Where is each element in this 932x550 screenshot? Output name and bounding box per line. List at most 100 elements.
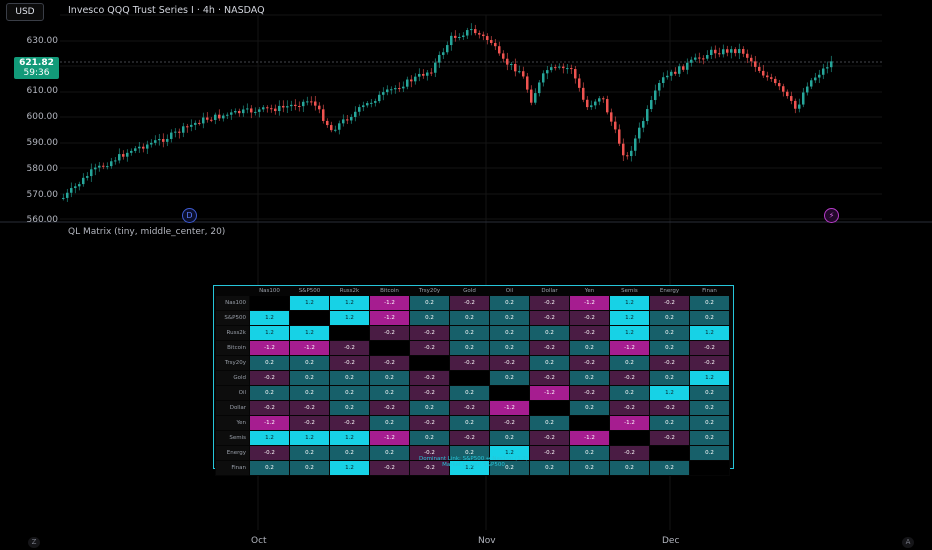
matrix-column-header: Gold xyxy=(463,288,476,294)
candle-body xyxy=(278,105,281,112)
matrix-row-header: Dollar xyxy=(215,400,250,416)
matrix-cell: -0.2 xyxy=(569,325,610,341)
matrix-row: Bitcoin -1.2 -1.2 -0.2 -0.2 0.2 0.2 -0.2 0.2 -1.2… xyxy=(215,340,730,356)
candle-body xyxy=(94,167,97,170)
candle-body xyxy=(382,92,385,95)
candle-body xyxy=(178,131,181,133)
candle-body xyxy=(570,68,573,70)
candle-body xyxy=(90,169,93,177)
candle-body xyxy=(518,71,521,73)
matrix-cell: 0.2 xyxy=(449,415,490,431)
matrix-cell: -0.2 xyxy=(489,415,530,431)
matrix-cell: -0.2 xyxy=(649,355,690,371)
candle-body xyxy=(146,144,149,149)
candle-body xyxy=(78,184,81,187)
matrix-row-header: Nas100 xyxy=(215,295,250,311)
matrix-cell: 0.2 xyxy=(489,295,530,311)
matrix-cell: 0.2 xyxy=(649,325,690,341)
candle-body xyxy=(474,29,477,34)
matrix-cell: -0.2 xyxy=(249,400,290,416)
candle-body xyxy=(558,66,561,68)
matrix-cell: 0.2 xyxy=(609,460,650,476)
time-label: Nov xyxy=(478,536,496,546)
matrix-cell: -1.2 xyxy=(249,415,290,431)
matrix-cell: 0.2 xyxy=(529,355,570,371)
candle-body xyxy=(378,94,381,102)
matrix-cell: -0.2 xyxy=(449,355,490,371)
candle-body xyxy=(198,122,201,124)
matrix-cell: 0.2 xyxy=(289,355,330,371)
matrix-cell xyxy=(289,310,330,326)
candle-body xyxy=(802,92,805,105)
candle-body xyxy=(202,117,205,124)
matrix-cell: -0.2 xyxy=(609,400,650,416)
matrix-cell: -1.2 xyxy=(369,310,410,326)
candle-body xyxy=(406,79,409,87)
matrix-cell: -0.2 xyxy=(369,355,410,371)
matrix-cell: 1.2 xyxy=(609,310,650,326)
candle-body xyxy=(350,116,353,121)
candle-body xyxy=(498,46,501,54)
matrix-cell: 1.2 xyxy=(289,325,330,341)
candle-body xyxy=(722,49,725,55)
candle-body xyxy=(334,129,337,131)
matrix-cell: 0.2 xyxy=(289,385,330,401)
indicator-label[interactable]: QL Matrix (tiny, middle_center, 20) xyxy=(68,227,226,237)
candle-body xyxy=(298,105,301,107)
earnings-marker[interactable]: ⚡ xyxy=(824,208,839,223)
matrix-cell: 0.2 xyxy=(449,385,490,401)
candle-body xyxy=(230,112,233,115)
auto-scale-button[interactable]: A xyxy=(902,537,914,548)
candle-body xyxy=(166,138,169,142)
matrix-row: Dollar -0.2 -0.2 0.2 -0.2 0.2 -0.2 -1.2 0.2 -0.2-… xyxy=(215,400,730,416)
matrix-cell: 0.2 xyxy=(609,355,650,371)
matrix-cell xyxy=(689,460,730,476)
candle-body xyxy=(274,108,277,112)
last-price-value: 621.82 xyxy=(19,58,54,68)
candle-body xyxy=(734,49,737,54)
candle-body xyxy=(450,35,453,46)
matrix-cell: 0.2 xyxy=(449,310,490,326)
matrix-cell: 0.2 xyxy=(689,295,730,311)
matrix-cell: -0.2 xyxy=(689,355,730,371)
matrix-cell: 0.2 xyxy=(449,340,490,356)
matrix-cell: 0.2 xyxy=(369,385,410,401)
matrix-cell: -0.2 xyxy=(609,370,650,386)
candle-body xyxy=(546,70,549,74)
candle-body xyxy=(418,73,421,77)
matrix-cell: 0.2 xyxy=(369,415,410,431)
candle-body xyxy=(438,54,441,63)
matrix-row-header: Semis xyxy=(215,430,250,446)
chart-title: Invesco QQQ Trust Series I · 4h · NASDAQ xyxy=(68,5,265,16)
candle-body xyxy=(746,53,749,58)
candle-body xyxy=(330,125,333,131)
matrix-cell: 0.2 xyxy=(609,385,650,401)
matrix-row: Nas100 1.2 1.2 -1.2 0.2 -0.2 0.2 -0.2 -1.2 1.2 -0.… xyxy=(215,295,730,311)
candle-body xyxy=(70,188,73,193)
candle-body xyxy=(694,57,697,60)
candle-body xyxy=(194,122,197,125)
matrix-cell: -0.2 xyxy=(369,325,410,341)
matrix-row: Oil 0.2 0.2 0.2 0.2 -0.2 0.2 -1.2 -0.2 0.2 1.2 0.2 xyxy=(215,385,730,401)
matrix-cell: 0.2 xyxy=(529,460,570,476)
candle-body xyxy=(470,29,473,31)
matrix-row-header: Trsy20y xyxy=(215,355,250,371)
timezone-button[interactable]: Z xyxy=(28,537,40,548)
candle-body xyxy=(358,107,361,112)
candle-body xyxy=(390,89,393,91)
matrix-cell: -0.2 xyxy=(649,400,690,416)
candle-body xyxy=(158,139,161,141)
dividend-marker[interactable]: D xyxy=(182,208,197,223)
matrix-row: Trsy20y 0.2 0.2 -0.2 -0.2 -0.2 -0.2 0.2 -0.2 0.2-… xyxy=(215,355,730,371)
matrix-cell: 0.2 xyxy=(689,385,730,401)
currency-button[interactable]: USD xyxy=(6,3,44,21)
matrix-cell: 0.2 xyxy=(489,460,530,476)
candle-body xyxy=(614,121,617,130)
matrix-cell: 0.2 xyxy=(569,340,610,356)
time-label: Dec xyxy=(662,536,680,546)
candle-body xyxy=(366,103,369,106)
candle-body xyxy=(138,146,141,149)
candle-body xyxy=(290,104,293,107)
matrix-cell: -0.2 xyxy=(689,340,730,356)
